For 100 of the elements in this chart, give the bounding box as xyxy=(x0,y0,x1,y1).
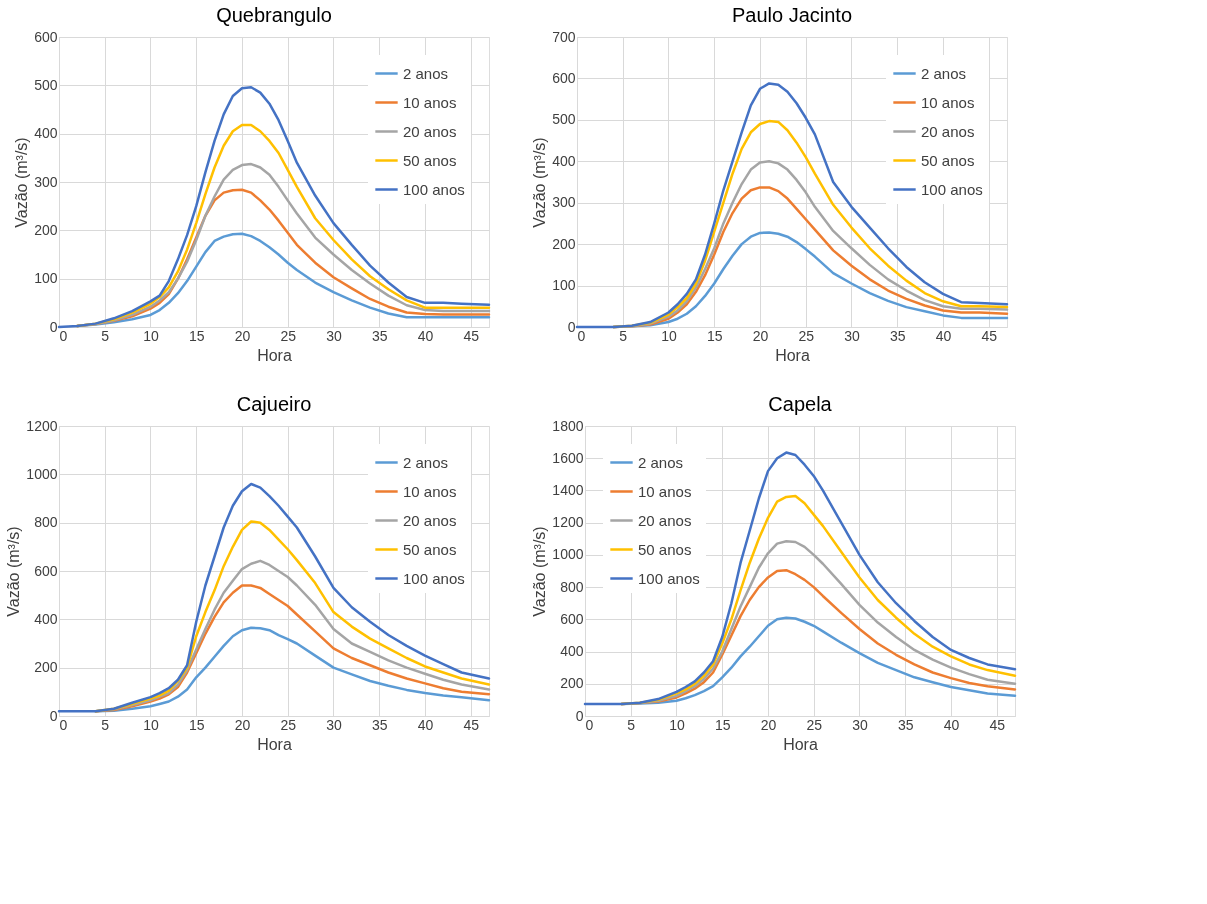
y-tick-label: 100 xyxy=(552,277,576,294)
x-tick-label: 20 xyxy=(752,327,769,344)
y-tick-label: 600 xyxy=(560,610,584,627)
x-tick-label: 40 xyxy=(417,327,434,344)
x-tick-label: 10 xyxy=(143,327,159,344)
legend-label: 50 anos xyxy=(638,540,692,558)
x-tick-label: 35 xyxy=(371,327,388,344)
x-tick-label: 5 xyxy=(627,716,636,733)
x-tick-label: 30 xyxy=(852,716,868,733)
x-axis-title: Hora xyxy=(775,346,810,364)
y-tick-label: 200 xyxy=(34,659,58,676)
legend-label: 2 anos xyxy=(403,453,449,471)
y-tick-label: 600 xyxy=(34,562,58,579)
y-tick-label: 400 xyxy=(34,610,58,627)
y-tick-label: 1600 xyxy=(552,449,584,466)
y-tick-label: 200 xyxy=(34,221,58,238)
x-tick-label: 45 xyxy=(463,327,480,344)
y-tick-label: 700 xyxy=(552,28,576,45)
y-tick-label: 1000 xyxy=(26,465,58,482)
legend-label: 50 anos xyxy=(921,151,975,169)
x-tick-label: 20 xyxy=(234,327,251,344)
x-tick-label: 15 xyxy=(188,327,205,344)
legend-label: 100 anos xyxy=(403,569,465,587)
x-tick-label: 20 xyxy=(234,716,251,733)
legend-label: 100 anos xyxy=(638,569,700,587)
y-axis-title: Vazão (m³/s) xyxy=(13,137,31,228)
y-axis-title: Vazão (m³/s) xyxy=(531,137,549,228)
y-tick-label: 1800 xyxy=(552,417,584,434)
y-tick-label: 1400 xyxy=(552,481,584,498)
legend-label: 10 anos xyxy=(921,93,975,111)
legend-label: 100 anos xyxy=(403,180,465,198)
legend-label: 2 anos xyxy=(403,64,449,82)
x-tick-label: 45 xyxy=(981,327,998,344)
y-tick-label: 300 xyxy=(34,173,58,190)
x-tick-label: 45 xyxy=(989,716,1006,733)
y-tick-label: 500 xyxy=(34,76,58,93)
x-tick-label: 5 xyxy=(101,327,110,344)
x-tick-label: 30 xyxy=(326,716,342,733)
x-tick-label: 30 xyxy=(844,327,860,344)
x-tick-label: 25 xyxy=(798,327,815,344)
x-tick-label: 10 xyxy=(143,716,159,733)
y-tick-label: 800 xyxy=(560,578,584,595)
y-tick-label: 200 xyxy=(560,675,584,692)
legend-label: 20 anos xyxy=(921,122,975,140)
legend-label: 10 anos xyxy=(638,482,692,500)
x-tick-label: 25 xyxy=(280,716,297,733)
x-tick-label: 40 xyxy=(935,327,952,344)
line-series xyxy=(57,482,491,713)
y-tick-label: 400 xyxy=(34,125,58,142)
y-axis-title: Vazão (m³/s) xyxy=(531,526,549,617)
line-series xyxy=(57,86,491,329)
y-tick-label: 600 xyxy=(34,28,58,45)
y-tick-label: 500 xyxy=(552,111,576,128)
legend-label: 50 anos xyxy=(403,540,457,558)
legend-label: 2 anos xyxy=(921,64,967,82)
line-series xyxy=(575,82,1009,329)
x-tick-label: 15 xyxy=(706,327,723,344)
x-tick-label: 5 xyxy=(101,716,110,733)
x-tick-label: 5 xyxy=(619,327,628,344)
chart-title: Capela xyxy=(768,393,833,415)
legend-label: 20 anos xyxy=(403,511,457,529)
legend-label: 10 anos xyxy=(403,93,457,111)
y-tick-label: 400 xyxy=(552,152,576,169)
x-tick-label: 45 xyxy=(463,716,480,733)
y-tick-label: 600 xyxy=(552,69,576,86)
x-tick-label: 15 xyxy=(188,716,205,733)
x-tick-label: 20 xyxy=(760,716,777,733)
y-tick-label: 1000 xyxy=(552,546,584,563)
x-tick-label: 30 xyxy=(326,327,342,344)
line-series xyxy=(583,451,1017,706)
y-tick-label: 400 xyxy=(560,643,584,660)
x-tick-label: 10 xyxy=(661,327,677,344)
x-tick-label: 10 xyxy=(669,716,685,733)
chart-title: Cajueiro xyxy=(236,393,312,415)
y-tick-label: 300 xyxy=(552,194,576,211)
legend-label: 50 anos xyxy=(403,151,457,169)
x-tick-label: 40 xyxy=(417,716,434,733)
y-tick-label: 1200 xyxy=(552,514,584,531)
x-tick-label: 35 xyxy=(889,327,906,344)
x-tick-label: 35 xyxy=(371,716,388,733)
y-tick-label: 1200 xyxy=(26,417,58,434)
legend-label: 10 anos xyxy=(403,482,457,500)
y-axis-title: Vazão (m³/s) xyxy=(5,526,23,617)
legend-label: 100 anos xyxy=(921,180,983,198)
y-tick-label: 200 xyxy=(552,235,576,252)
legend-label: 2 anos xyxy=(638,453,684,471)
x-axis-title: Hora xyxy=(783,735,818,753)
x-axis-title: Hora xyxy=(257,735,292,753)
x-tick-label: 15 xyxy=(714,716,731,733)
y-tick-label: 100 xyxy=(34,270,58,287)
legend-label: 20 anos xyxy=(403,122,457,140)
chart-title: Paulo Jacinto xyxy=(731,4,853,26)
x-tick-label: 25 xyxy=(806,716,823,733)
legend-label: 20 anos xyxy=(638,511,692,529)
y-tick-label: 800 xyxy=(34,514,58,531)
x-tick-label: 35 xyxy=(897,716,914,733)
x-tick-label: 25 xyxy=(280,327,297,344)
chart-title: Quebrangulo xyxy=(216,4,332,26)
x-axis-title: Hora xyxy=(257,346,292,364)
x-tick-label: 40 xyxy=(943,716,960,733)
